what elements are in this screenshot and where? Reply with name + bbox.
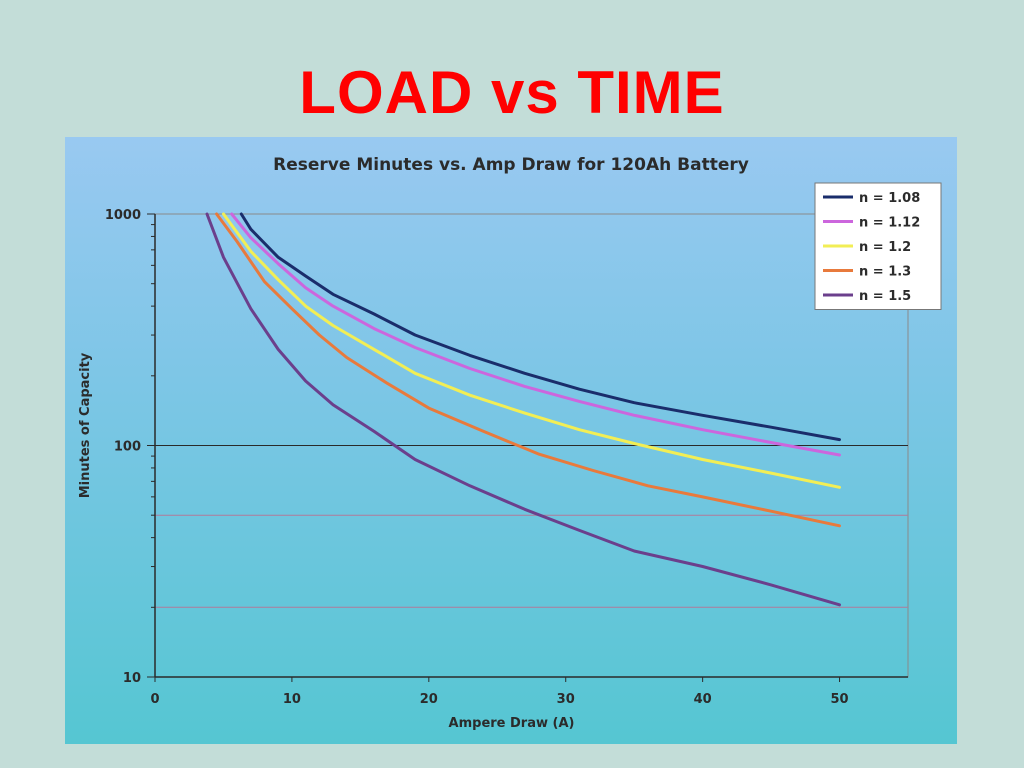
x-tick-label: 30 — [557, 692, 575, 707]
y-tick-label: 10 — [123, 671, 141, 686]
x-tick-label: 0 — [150, 692, 159, 707]
slide-title: LOAD vs TIME — [299, 59, 725, 126]
legend-label: n = 1.5 — [859, 289, 911, 304]
series-line-1 — [239, 212, 841, 442]
series-line-4 — [215, 212, 841, 528]
chart-svg: Reserve Minutes vs. Amp Draw for 120Ah B… — [78, 155, 942, 731]
series-line-3 — [222, 212, 841, 489]
legend-label: n = 1.12 — [859, 216, 920, 231]
legend: n = 1.08 n = 1.12 n = 1.2 n = 1.3 n = 1.5 — [814, 182, 942, 310]
x-tick-label: 50 — [830, 692, 848, 707]
x-tick-label: 40 — [694, 692, 712, 707]
legend-label: n = 1.3 — [859, 265, 911, 280]
x-axis-label: Ampere Draw (A) — [449, 716, 575, 731]
x-tick-label: 20 — [420, 692, 438, 707]
x-tick-label: 10 — [283, 692, 301, 707]
chart-panel: Reserve Minutes vs. Amp Draw for 120Ah B… — [65, 137, 957, 744]
chart-title: Reserve Minutes vs. Amp Draw for 120Ah B… — [273, 155, 749, 175]
tick-labels: 0 10 20 30 40 50 10 100 1000 — [105, 208, 849, 707]
series-lines — [205, 212, 841, 607]
y-tick-label: 1000 — [105, 208, 141, 223]
legend-label: n = 1.2 — [859, 240, 911, 255]
axes — [147, 213, 908, 682]
y-tick-label: 100 — [114, 440, 141, 455]
gridlines — [155, 213, 908, 608]
series-line-5 — [205, 212, 841, 607]
legend-label: n = 1.08 — [859, 191, 920, 206]
y-axis-label: Minutes of Capacity — [78, 352, 93, 498]
series-line-2 — [230, 212, 841, 457]
